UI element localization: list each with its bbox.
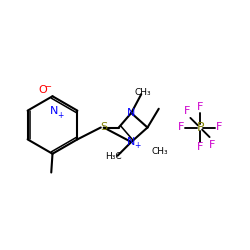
- Text: H₃C: H₃C: [106, 152, 122, 161]
- Text: +: +: [134, 142, 140, 150]
- Text: CH₃: CH₃: [152, 147, 168, 156]
- Text: N: N: [50, 106, 59, 116]
- Text: F: F: [209, 140, 216, 149]
- Text: F: F: [197, 102, 203, 113]
- Text: F: F: [216, 122, 222, 132]
- Text: O: O: [38, 85, 48, 95]
- Text: P: P: [196, 121, 204, 134]
- Text: CH₃: CH₃: [135, 88, 151, 97]
- Text: −: −: [44, 82, 51, 91]
- Text: F: F: [178, 122, 184, 132]
- Text: N: N: [127, 108, 136, 118]
- Text: F: F: [197, 142, 203, 152]
- Text: +: +: [57, 110, 63, 120]
- Text: N: N: [127, 137, 136, 147]
- Text: S: S: [100, 122, 107, 132]
- Text: F: F: [184, 106, 191, 116]
